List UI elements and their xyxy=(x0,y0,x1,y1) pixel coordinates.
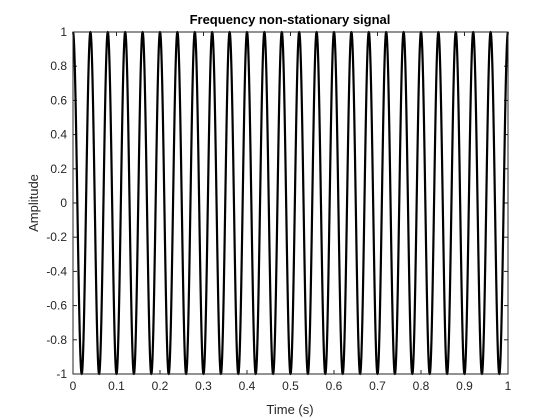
y-tick-label: -0.2 xyxy=(46,230,67,244)
y-tick-label: -0.8 xyxy=(46,333,67,347)
ticks: 0 0.1 0.2 0.3 0.4 0.5 0.6 0.7 0.8 0.9 1 -1 -0.8 -0.6 -… xyxy=(46,25,511,393)
chart-title: Frequency non-stationary signal xyxy=(190,12,391,27)
y-tick-label: -1 xyxy=(56,367,67,381)
x-axis-label: Time (s) xyxy=(266,402,313,417)
x-tick-label: 1 xyxy=(505,379,512,393)
y-tick-label: 0 xyxy=(60,196,67,210)
y-tick-label: -0.6 xyxy=(46,299,67,313)
x-tick-label: 0.1 xyxy=(108,379,125,393)
x-tick-label: 0.4 xyxy=(239,379,256,393)
y-tick-label: 0.8 xyxy=(50,59,67,73)
x-tick-label: 0.8 xyxy=(413,379,430,393)
x-tick-label: 0.3 xyxy=(195,379,212,393)
y-tick-label: 0.2 xyxy=(50,162,67,176)
y-tick-label: 0.4 xyxy=(50,128,67,142)
y-tick-label: 0.6 xyxy=(50,93,67,107)
y-axis-label: Amplitude xyxy=(26,174,41,232)
y-tick-label: 1 xyxy=(60,25,67,39)
y-tick-label: -0.4 xyxy=(46,264,67,278)
axes-box xyxy=(72,31,509,375)
x-tick-label: 0.7 xyxy=(369,379,386,393)
x-tick-label: 0.5 xyxy=(282,379,299,393)
x-tick-label: 0.9 xyxy=(456,379,473,393)
x-tick-label: 0.6 xyxy=(326,379,343,393)
x-tick-label: 0 xyxy=(70,379,77,393)
x-tick-label: 0.2 xyxy=(152,379,169,393)
